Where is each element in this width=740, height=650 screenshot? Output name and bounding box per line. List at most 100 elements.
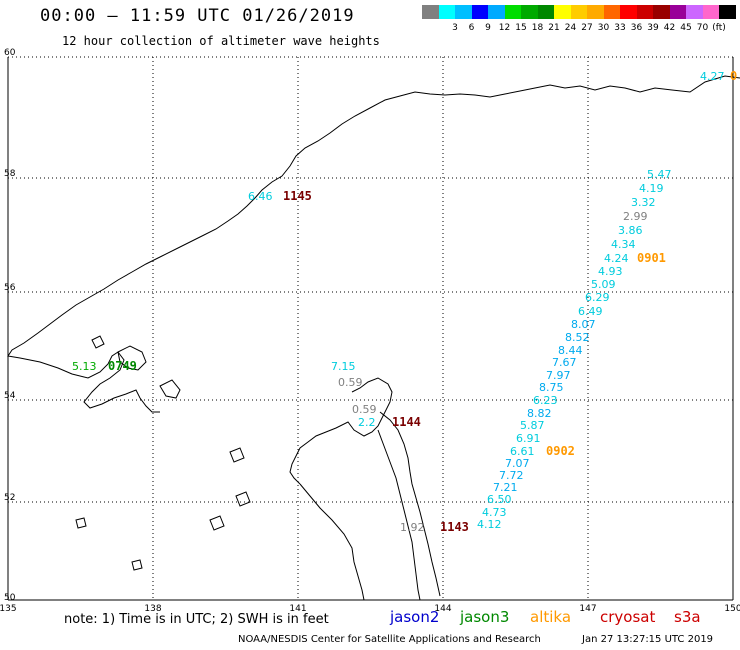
swh-value: 7.07 [505,457,530,470]
swh-value: 4.73 [482,506,507,519]
graticule [7,56,734,601]
sakhalin-west-coast [377,429,421,601]
pass-time-labels: 0901 0902 1145 1144 1143 0749 0 [108,69,737,534]
lon-label: 135 [0,604,17,614]
lat-label: 52 [4,493,15,503]
swh-value: 4.19 [639,182,664,195]
shantar-island [117,345,147,371]
scale-label: 24 [564,23,577,33]
scale-swatch [438,5,456,19]
small-island-4 [209,515,225,531]
pass-time: 1144 [392,415,421,429]
small-island-5 [75,517,87,529]
swh-value: 5.87 [520,419,545,432]
generated-timestamp: Jan 27 13:27:15 UTC 2019 [582,634,714,645]
swh-value: 5.47 [647,168,672,181]
credit-line: NOAA/NESDIS Center for Satellite Applica… [238,634,541,645]
swh-value: 8.44 [558,344,583,357]
scale-label: 42 [663,23,676,33]
scale-swatch [669,5,687,19]
swh-value: 5.09 [591,278,616,291]
scale-swatch [488,5,505,19]
tatar-strait-coast [299,483,365,601]
pass-time: 1143 [440,520,469,534]
legend-altika: altika [530,608,572,626]
legend-jason2: jason2 [390,608,440,626]
wave-height-observations: 5.474.193.322.993.864.344.244.935.096.29… [72,70,725,534]
scale-swatch [471,5,489,19]
sakhalin-coast [379,411,441,597]
scale-swatch [636,5,654,19]
swh-value: 7.97 [546,369,571,382]
map-subtitle: 12 hour collection of altimeter wave hei… [62,34,380,48]
map-title: 00:00 – 11:59 UTC 01/26/2019 [40,6,355,26]
scale-label: 12 [498,23,511,33]
pass-time: 0749 [108,359,137,373]
scale-swatch [620,5,637,19]
lat-label: 58 [4,169,16,179]
scale-label: 27 [581,23,593,33]
swh-value: 8.82 [527,407,552,420]
swh-value: 8.75 [539,381,564,394]
swh-value: 3.32 [631,196,656,209]
pass-time: 0902 [546,444,575,458]
small-island-3 [235,491,251,507]
swh-value: 7.15 [331,360,356,373]
scale-swatch [554,5,571,19]
scale-label: 36 [630,23,643,33]
amur-bay-coast [289,377,393,485]
scale-swatch [603,5,621,19]
swh-value: 0.59 [352,403,377,416]
small-island-2 [229,447,245,463]
pass-time: 0 [730,69,737,83]
scale-label: 33 [614,23,626,33]
legend-jason3: jason3 [460,608,510,626]
swh-value: 2.2 [358,416,376,429]
lat-label: 50 [4,593,16,603]
swh-value: 4.93 [598,265,623,278]
scale-label: 3 [452,23,458,33]
scale-label: 6 [468,23,475,33]
swh-value: 4.24 [604,252,629,265]
scale-swatch [570,5,588,19]
swh-value: 1.92 [400,521,425,534]
small-island-6 [131,559,143,571]
lon-label: 141 [289,604,306,614]
footer-note: note: 1) Time is in UTC; 2) SWH is in fe… [64,612,329,627]
pass-time: 1145 [283,189,312,203]
scale-swatch [686,5,703,19]
scale-label: 39 [647,23,659,33]
small-island-1 [91,335,105,349]
shantar-island-east [159,379,181,399]
swh-value: 8.07 [571,318,596,331]
scale-label: 18 [531,23,544,33]
swh-value: 6.49 [578,305,603,318]
swh-value: 3.86 [618,224,643,237]
swh-value: 2.99 [623,210,648,223]
scale-label: 30 [597,23,610,33]
scale-swatch [521,5,538,19]
swh-value: 0.59 [338,376,363,389]
scale-label: 9 [485,23,491,33]
legend-cryosat: cryosat [600,608,656,626]
legend-s3a: s3a [674,608,701,626]
scale-label: 45 [680,23,692,33]
coastline [7,75,740,601]
swh-value: 8.52 [565,331,590,344]
lat-label: 54 [4,391,16,401]
scale-swatch [587,5,604,19]
swh-value: 6.46 [248,190,273,203]
scale-swatch [653,5,670,19]
scale-swatch [537,5,555,19]
scale-swatch [702,5,720,19]
lon-label: 138 [144,604,161,614]
swh-value: 6.91 [516,432,541,445]
scale-label: (ft) [712,23,726,33]
swh-value: 6.50 [487,493,512,506]
lon-label: 150 [724,604,740,614]
swh-value: 5.13 [72,360,97,373]
scale-swatch [455,5,472,19]
pass-time: 0901 [637,251,666,265]
